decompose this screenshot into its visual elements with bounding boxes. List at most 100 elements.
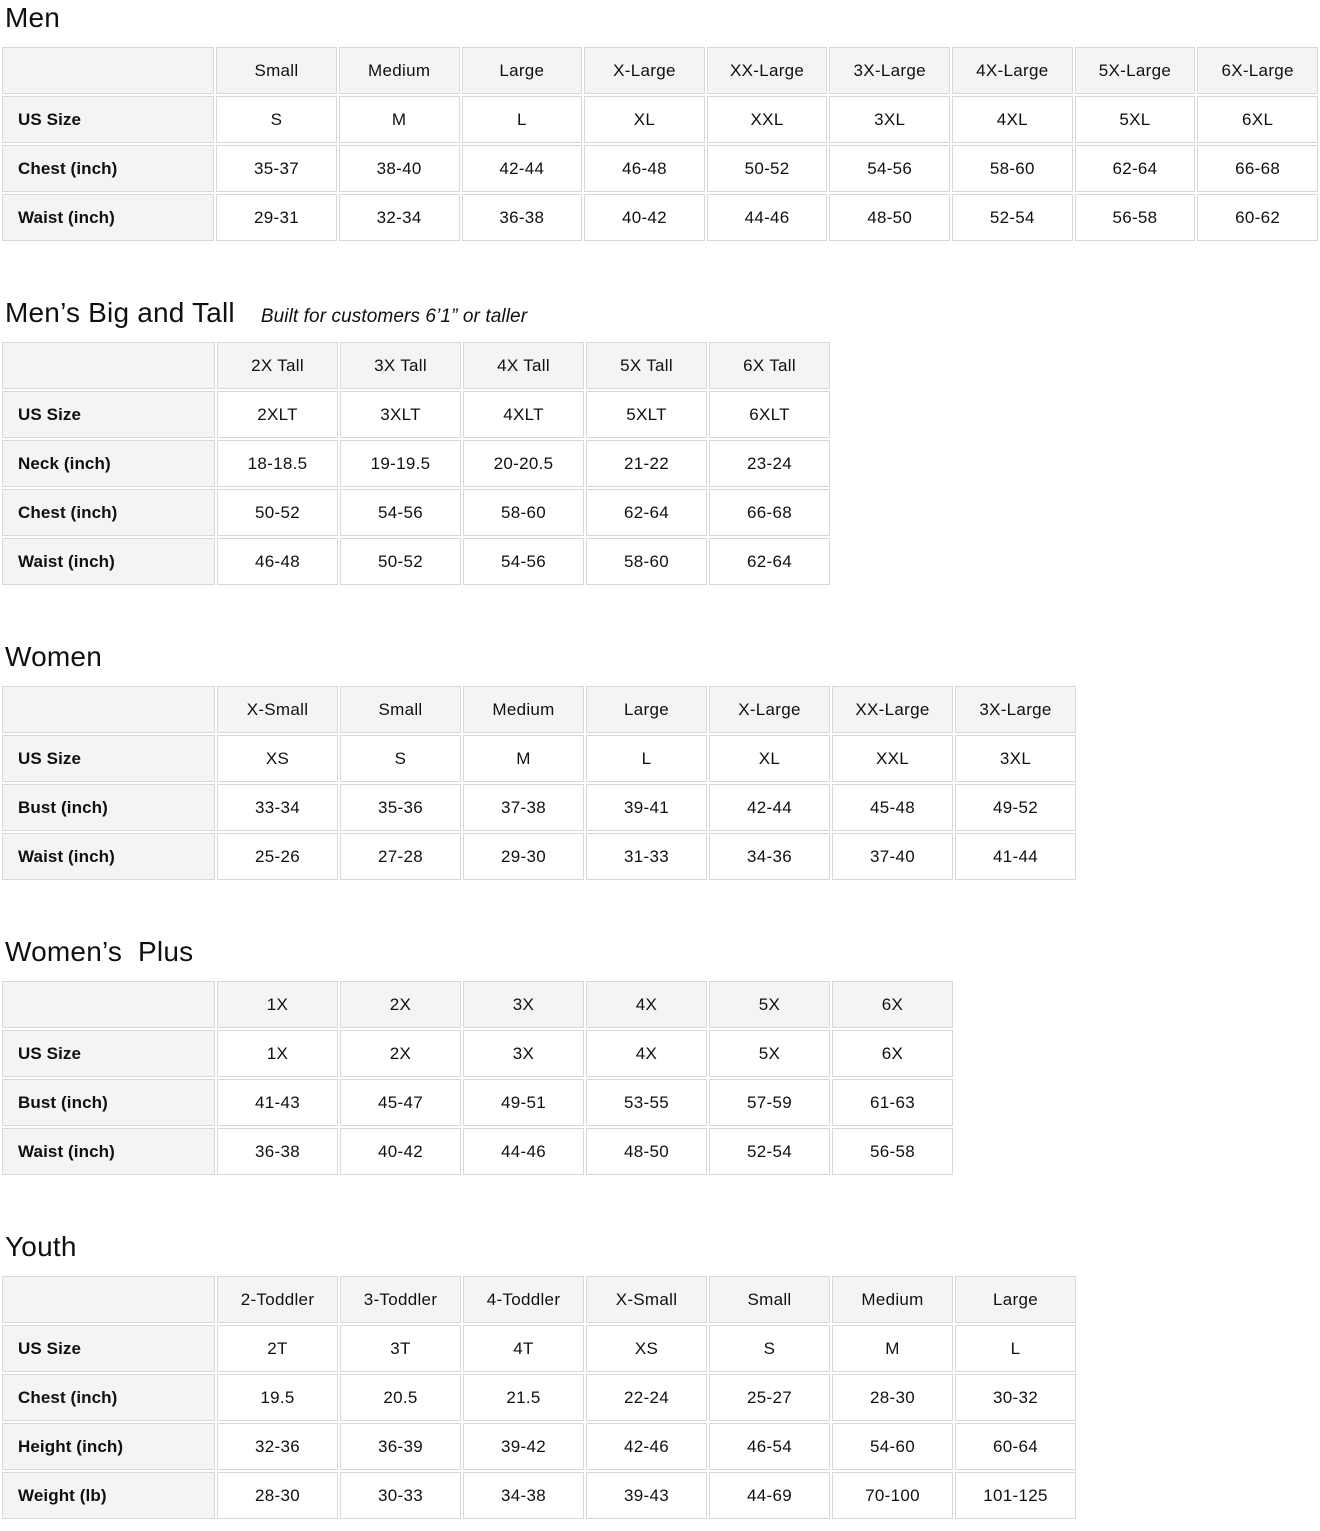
size-cell: 52-54	[709, 1128, 830, 1175]
size-cell: 3X	[463, 1030, 584, 1077]
size-cell: 5XL	[1074, 96, 1196, 143]
size-cell: 28-30	[832, 1374, 953, 1421]
size-cell: 40-42	[584, 194, 705, 241]
size-cell: 44-46	[706, 194, 828, 241]
header-row: 2-Toddler 3-Toddler 4-Toddler X-Small Small M…	[2, 1276, 1076, 1323]
size-cell: 31-33	[586, 833, 707, 880]
row-label: Neck (inch)	[2, 440, 215, 487]
size-cell: 48-50	[829, 194, 951, 241]
column-header: 4X-Large	[952, 47, 1073, 94]
size-cell: 38-40	[338, 145, 460, 192]
size-cell: 35-37	[216, 145, 337, 192]
size-cell: 52-54	[952, 194, 1073, 241]
size-cell: 2XLT	[217, 391, 338, 438]
size-cell: 54-60	[832, 1423, 953, 1470]
size-cell: 23-24	[709, 440, 830, 487]
size-cell: 32-36	[217, 1423, 338, 1470]
table-row: Waist (inch) 46-48 50-52 54-56 58-60 62-64	[2, 538, 830, 585]
column-header: X-Small	[586, 1276, 707, 1323]
column-header: 2X Tall	[217, 342, 338, 389]
column-header: Medium	[832, 1276, 953, 1323]
section-women-s-plus: Women’s Plus 1X 2X 3X 4X 5X 6X US Size 1X 2X 3X 4X 5…	[0, 936, 1320, 1177]
column-header: XX-Large	[832, 686, 953, 733]
table-body: US Size S M L XL XXL 3XL 4XL 5XL 6XL Chest (inch) 3…	[2, 96, 1318, 241]
size-cell: 54-56	[829, 145, 951, 192]
size-cell: 4XLT	[463, 391, 584, 438]
size-cell: 54-56	[340, 489, 461, 536]
table-row: Chest (inch) 19.5 20.5 21.5 22-24 25-27 28-30 3…	[2, 1374, 1076, 1421]
size-cell: XS	[217, 735, 338, 782]
table-body: US Size 2T 3T 4T XS S M L Chest (inch) 19.5 20.5 21…	[2, 1325, 1076, 1519]
column-header: 3X	[463, 981, 584, 1028]
table-body: US Size 2XLT 3XLT 4XLT 5XLT 6XLT Neck (inch) 18…	[2, 391, 830, 585]
section-title-text: Men’s Big and Tall	[5, 297, 235, 328]
size-cell: XL	[584, 96, 705, 143]
section-title-text: Women’s Plus	[5, 936, 194, 967]
column-header: 3X-Large	[829, 47, 951, 94]
table-head: 2-Toddler 3-Toddler 4-Toddler X-Small Small M…	[2, 1276, 1076, 1323]
section-title-women: Women	[5, 641, 1320, 673]
column-header: Small	[216, 47, 337, 94]
size-cell: 60-62	[1197, 194, 1318, 241]
row-label: Waist (inch)	[2, 833, 215, 880]
size-cell: 6XLT	[709, 391, 830, 438]
column-header: Small	[340, 686, 461, 733]
size-cell: 46-48	[217, 538, 338, 585]
section-men-s-big-and-tall: Men’s Big and Tall Built for customers 6’…	[0, 297, 1320, 587]
size-cell: 20-20.5	[463, 440, 584, 487]
section-title-text: Women	[5, 641, 102, 672]
size-table-men-s-big-and-tall: 2X Tall 3X Tall 4X Tall 5X Tall 6X Tall US Si…	[0, 340, 832, 587]
header-row: Small Medium Large X-Large XX-Large 3X-Large 4…	[2, 47, 1318, 94]
size-cell: 60-64	[955, 1423, 1076, 1470]
size-cell: 30-32	[955, 1374, 1076, 1421]
size-cell: 70-100	[832, 1472, 953, 1519]
size-cell: 33-34	[217, 784, 338, 831]
size-cell: 50-52	[217, 489, 338, 536]
table-row: Bust (inch) 41-43 45-47 49-51 53-55 57-59 61-6…	[2, 1079, 953, 1126]
header-row: X-Small Small Medium Large X-Large XX-Large 3X…	[2, 686, 1076, 733]
size-cell: M	[338, 96, 460, 143]
column-header: Small	[709, 1276, 830, 1323]
size-cell: 27-28	[340, 833, 461, 880]
size-table-youth: 2-Toddler 3-Toddler 4-Toddler X-Small Small M…	[0, 1274, 1078, 1521]
size-cell: 50-52	[706, 145, 828, 192]
section-title-men: Men	[5, 2, 1320, 34]
size-cell: 36-39	[340, 1423, 461, 1470]
size-cell: 3T	[340, 1325, 461, 1372]
size-cell: L	[586, 735, 707, 782]
size-cell: S	[340, 735, 461, 782]
size-cell: 30-33	[340, 1472, 461, 1519]
size-cell: 35-36	[340, 784, 461, 831]
corner-cell	[2, 1276, 215, 1323]
size-cell: XS	[586, 1325, 707, 1372]
row-label: US Size	[2, 1325, 215, 1372]
column-header: Medium	[338, 47, 460, 94]
section-title-men-s-big-and-tall: Men’s Big and Tall Built for customers 6’…	[5, 297, 1320, 329]
size-cell: 44-69	[709, 1472, 830, 1519]
size-cell: 4X	[586, 1030, 707, 1077]
size-cell: 3XL	[829, 96, 951, 143]
column-header: 6X-Large	[1197, 47, 1318, 94]
size-cell: M	[463, 735, 584, 782]
size-cell: 53-55	[586, 1079, 707, 1126]
size-cell: 62-64	[586, 489, 707, 536]
column-header: Large	[586, 686, 707, 733]
row-label: US Size	[2, 1030, 215, 1077]
size-cell: 2T	[217, 1325, 338, 1372]
size-cell: 41-43	[217, 1079, 338, 1126]
table-head: 1X 2X 3X 4X 5X 6X	[2, 981, 953, 1028]
table-row: Waist (inch) 36-38 40-42 44-46 48-50 52-54 56-…	[2, 1128, 953, 1175]
table-head: 2X Tall 3X Tall 4X Tall 5X Tall 6X Tall	[2, 342, 830, 389]
table-body: US Size 1X 2X 3X 4X 5X 6X Bust (inch) 41-43 45-47…	[2, 1030, 953, 1175]
size-cell: 62-64	[1074, 145, 1196, 192]
size-cell: M	[832, 1325, 953, 1372]
size-cell: 32-34	[338, 194, 460, 241]
column-header: X-Large	[709, 686, 830, 733]
size-cell: 40-42	[340, 1128, 461, 1175]
row-label: Waist (inch)	[2, 538, 215, 585]
size-cell: 42-44	[461, 145, 583, 192]
table-row: Bust (inch) 33-34 35-36 37-38 39-41 42-44 45-4…	[2, 784, 1076, 831]
column-header: 4-Toddler	[463, 1276, 584, 1323]
size-cell: 66-68	[1197, 145, 1318, 192]
